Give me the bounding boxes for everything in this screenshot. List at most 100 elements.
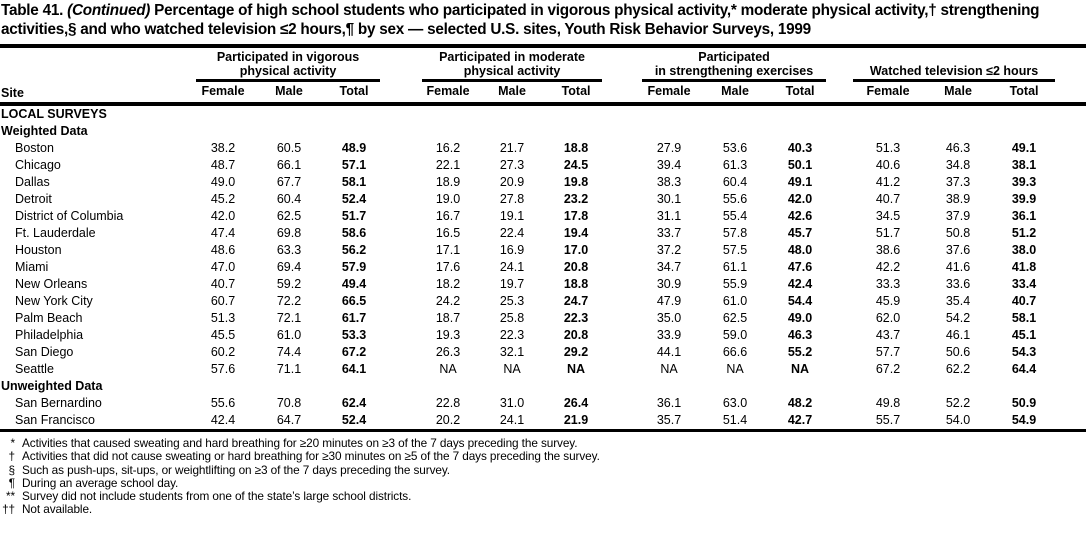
value-cell: 18.8 (563, 277, 589, 291)
column-spacer (1056, 191, 1086, 208)
table-number: Table 41. (1, 2, 64, 19)
value-cell: 54.3 (1011, 345, 1037, 359)
value-cell: 46.1 (945, 328, 971, 342)
value-cell: 52.2 (945, 396, 971, 410)
table-row: Ft. Lauderdale 47.4 69.8 58.6 16.5 22.4 19.4 33… (0, 225, 1086, 242)
footnote-text: Not available. (22, 502, 93, 517)
value-cell: 57.1 (341, 158, 367, 172)
value-cell: 38.2 (210, 141, 236, 155)
column-spacer (608, 310, 636, 327)
column-spacer (832, 242, 852, 259)
value-cell: 35.4 (945, 294, 971, 308)
column-spacer (832, 361, 852, 378)
value-cell: 40.6 (875, 158, 901, 172)
value-cell: 46.3 (787, 328, 813, 342)
site-name: San Francisco (15, 413, 95, 427)
value-cell: 18.7 (435, 311, 461, 325)
table-row: Detroit 45.2 60.4 52.4 19.0 27.8 23.2 30.1 55.6 4… (0, 191, 1086, 208)
group-label-line: physical activity (463, 63, 561, 78)
column-spacer (386, 259, 416, 276)
column-spacer (608, 395, 636, 412)
value-cell: 20.8 (563, 328, 589, 342)
column-header-total: Total (544, 82, 609, 106)
value-cell: 22.8 (435, 396, 461, 410)
value-cell: 51.3 (875, 141, 901, 155)
column-spacer (832, 174, 852, 191)
value-cell: 55.7 (875, 413, 901, 427)
value-cell: 64.4 (1011, 362, 1037, 376)
table-row: Seattle 57.6 71.1 64.1 NA NA NA NA NA NA 67.2 62.2 6… (0, 361, 1086, 378)
value-cell: 66.1 (276, 158, 302, 172)
value-cell: 35.0 (656, 311, 682, 325)
value-cell: 58.1 (341, 175, 367, 189)
footnote-text: Such as push-ups, sit-ups, or weightlift… (22, 462, 450, 477)
column-spacer (832, 344, 852, 361)
site-name: Boston (15, 141, 54, 155)
column-header-male: Male (256, 82, 322, 106)
value-cell: 60.7 (210, 294, 236, 308)
value-cell: 53.6 (722, 141, 748, 155)
value-cell: 54.0 (945, 413, 971, 427)
column-spacer (608, 208, 636, 225)
value-cell: 64.1 (341, 362, 367, 376)
column-header-female: Female (852, 82, 925, 106)
column-spacer (386, 310, 416, 327)
value-cell: 57.5 (722, 243, 748, 257)
value-cell: 61.1 (722, 260, 748, 274)
column-spacer (608, 242, 636, 259)
value-cell: 49.1 (787, 175, 813, 189)
value-cell: 50.8 (945, 226, 971, 240)
group-label-line: Participated in vigorous (216, 50, 360, 64)
value-cell: 20.2 (435, 413, 461, 427)
column-spacer (832, 293, 852, 310)
table-row: District of Columbia 42.0 62.5 51.7 16.7 19.1… (0, 208, 1086, 225)
value-cell: 20.9 (499, 175, 525, 189)
value-cell: 57.7 (875, 345, 901, 359)
value-cell: 50.6 (945, 345, 971, 359)
value-cell: 42.0 (210, 209, 236, 223)
group-label-line: in strengthening exercises (654, 63, 814, 78)
value-cell: 29.2 (563, 345, 589, 359)
footnote-marker: ** (6, 489, 15, 504)
value-cell: 25.8 (499, 311, 525, 325)
column-header-total: Total (322, 82, 387, 106)
value-cell: 49.1 (1011, 141, 1037, 155)
value-cell: NA (503, 362, 521, 376)
value-cell: 38.1 (1011, 158, 1037, 172)
value-cell: 60.4 (276, 192, 302, 206)
value-cell: 19.0 (435, 192, 461, 206)
value-cell: 52.4 (341, 192, 367, 206)
column-spacer (1056, 242, 1086, 259)
table-continued-note: (Continued) (67, 2, 151, 19)
column-spacer (832, 140, 852, 157)
footnotes: * Activities that caused sweating and har… (0, 436, 1086, 517)
column-spacer (386, 344, 416, 361)
column-spacer (608, 259, 636, 276)
value-cell: 37.6 (945, 243, 971, 257)
value-cell: 19.1 (499, 209, 525, 223)
value-cell: 22.1 (435, 158, 461, 172)
value-cell: 62.5 (722, 311, 748, 325)
value-cell: 19.8 (563, 175, 589, 189)
column-spacer (386, 395, 416, 412)
value-cell: 42.4 (787, 277, 813, 291)
column-spacer (386, 242, 416, 259)
value-cell: 35.7 (656, 413, 682, 427)
column-spacer (832, 225, 852, 242)
footnote-text: During an average school day. (22, 475, 179, 490)
column-spacer (1056, 174, 1086, 191)
value-cell: 66.5 (341, 294, 367, 308)
site-name: San Bernardino (15, 396, 102, 410)
value-cell: 34.5 (875, 209, 901, 223)
value-cell: 54.9 (1011, 413, 1037, 427)
column-spacer (1056, 259, 1086, 276)
value-cell: 47.4 (210, 226, 236, 240)
value-cell: 27.9 (656, 141, 682, 155)
value-cell: 42.6 (787, 209, 813, 223)
value-cell: 21.9 (563, 413, 589, 427)
section-label: LOCAL SURVEYS (1, 107, 107, 121)
value-cell: 17.8 (563, 209, 589, 223)
value-cell: 67.7 (276, 175, 302, 189)
section-row: Weighted Data (0, 123, 1086, 140)
column-spacer (1056, 310, 1086, 327)
